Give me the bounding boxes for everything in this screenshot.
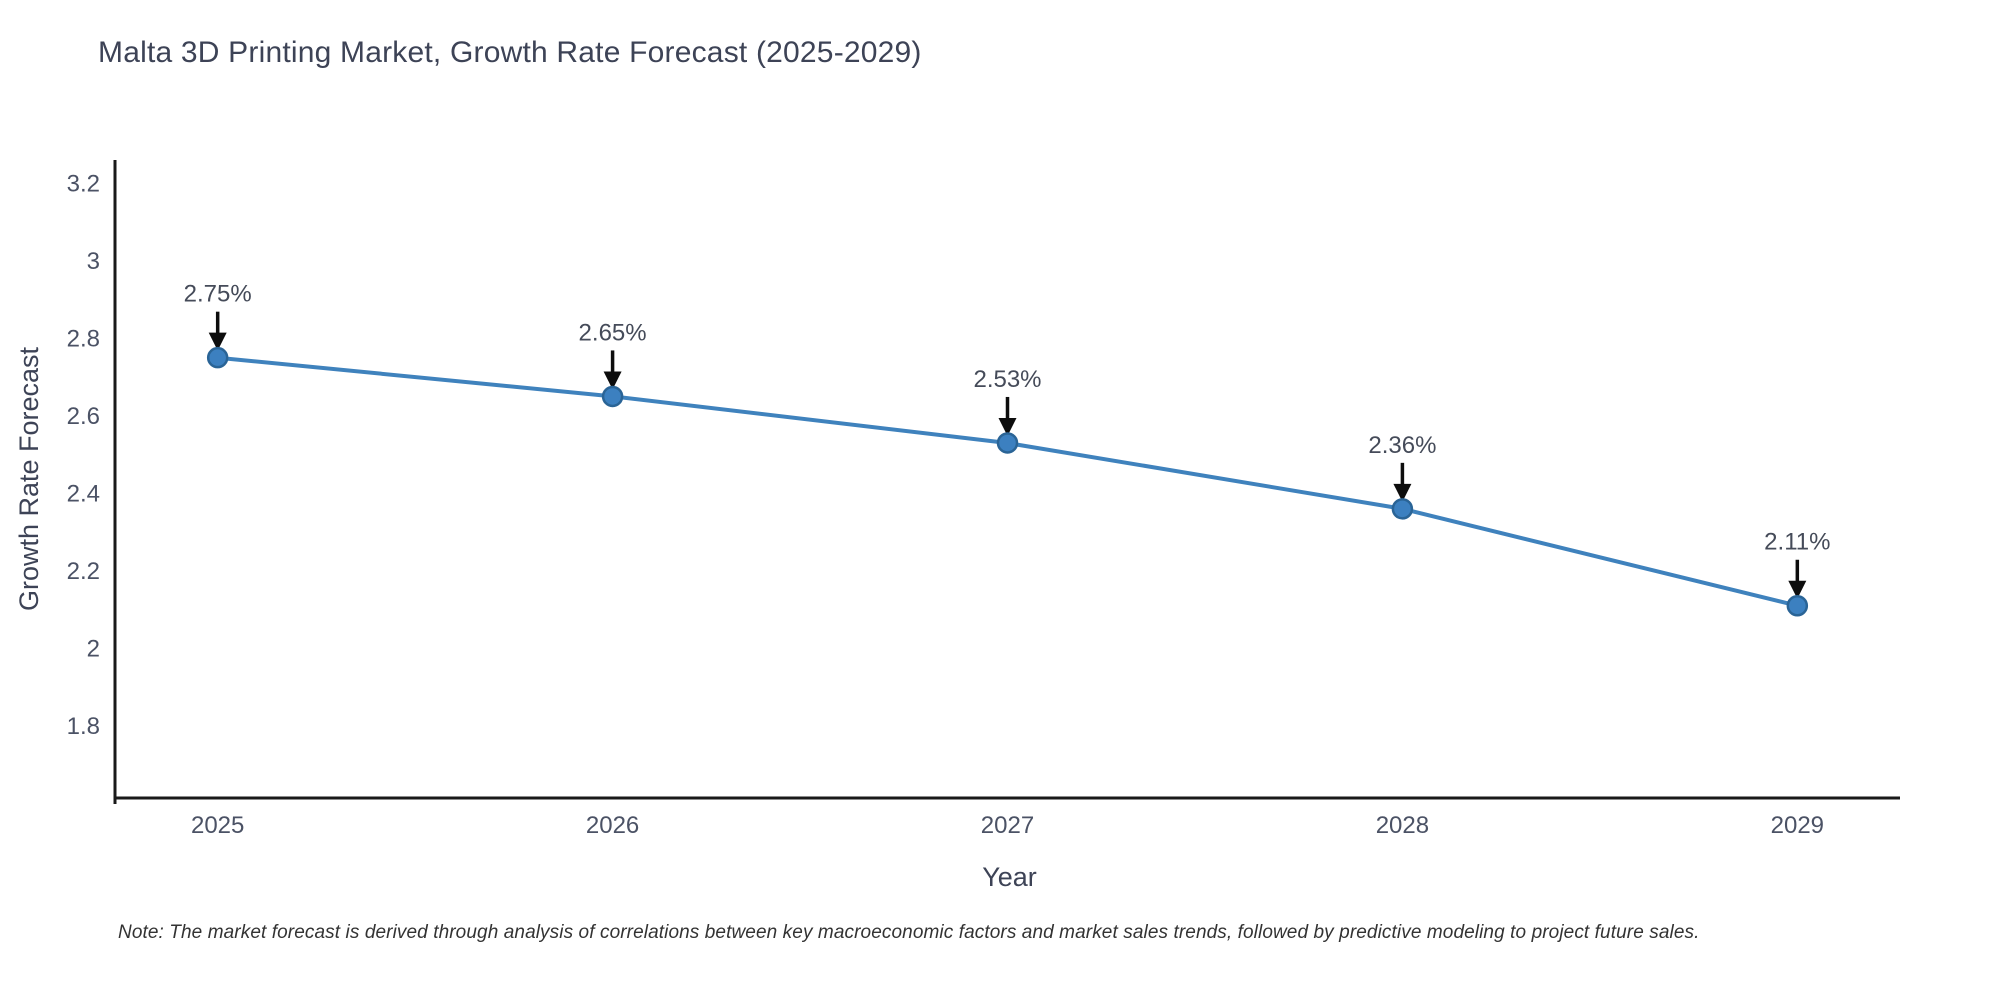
data-point bbox=[206, 346, 229, 369]
y-tick-label: 2 bbox=[87, 635, 100, 662]
point-annotation: 2.65% bbox=[579, 319, 647, 346]
x-tick-label: 2025 bbox=[191, 812, 244, 839]
y-axis-title: Growth Rate Forecast bbox=[14, 346, 44, 611]
annotation-arrowhead bbox=[998, 417, 1017, 436]
y-tick-label: 1.8 bbox=[67, 713, 100, 740]
trend-line bbox=[215, 355, 1800, 608]
point-annotation: 2.36% bbox=[1368, 432, 1436, 459]
annotation-arrowhead bbox=[208, 332, 227, 351]
point-annotation: 2.11% bbox=[1764, 529, 1830, 556]
x-tick-label: 2026 bbox=[586, 812, 639, 839]
y-tick-label: 2.2 bbox=[67, 558, 100, 585]
data-point bbox=[1786, 594, 1809, 617]
footnote: Note: The market forecast is derived thr… bbox=[118, 922, 1700, 943]
data-point bbox=[1391, 498, 1414, 520]
point-annotation: 2.75% bbox=[184, 281, 252, 308]
annotation-arrowhead bbox=[603, 371, 622, 390]
x-axis-title: Year bbox=[982, 862, 1037, 892]
chart-title: Malta 3D Printing Market, Growth Rate Fo… bbox=[98, 36, 922, 69]
annotation-arrowhead bbox=[1393, 483, 1412, 502]
y-tick-label: 3.2 bbox=[67, 170, 100, 197]
x-tick-label: 2029 bbox=[1771, 812, 1824, 839]
x-tick-label: 2028 bbox=[1376, 812, 1429, 839]
point-annotation: 2.53% bbox=[973, 366, 1041, 393]
data-point bbox=[996, 432, 1019, 454]
x-tick-label: 2027 bbox=[981, 812, 1034, 839]
y-tick-label: 3 bbox=[87, 248, 100, 275]
y-tick-label: 2.8 bbox=[67, 325, 100, 352]
y-tick-label: 2.6 bbox=[67, 403, 100, 430]
data-point bbox=[601, 385, 624, 408]
annotation-arrowhead bbox=[1788, 580, 1807, 599]
y-tick-label: 2.4 bbox=[67, 480, 100, 507]
